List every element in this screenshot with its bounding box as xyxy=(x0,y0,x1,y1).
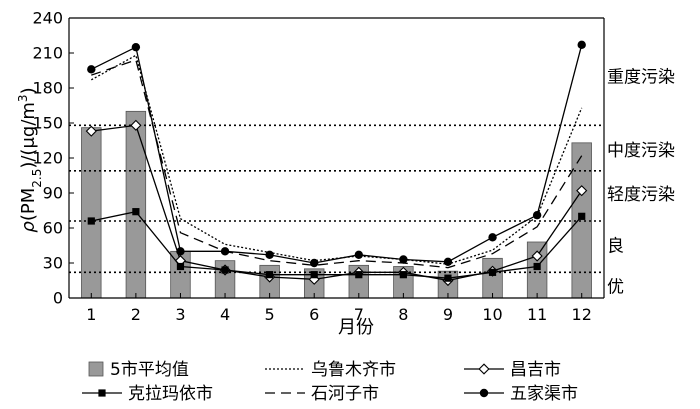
legend-item: 克拉玛依市 xyxy=(82,384,213,404)
y-tick-label: 0 xyxy=(53,289,63,308)
point-wujiaqu-7 xyxy=(354,250,363,260)
legend-label: 昌吉市 xyxy=(510,360,561,380)
legend-swatch-marker xyxy=(98,389,106,397)
line-series xyxy=(85,40,588,287)
point-karamay-10 xyxy=(488,268,497,276)
x-tick-label: 6 xyxy=(309,305,319,324)
x-axis-title: 月份 xyxy=(338,317,374,338)
legend-item: 乌鲁木齐市 xyxy=(265,360,396,380)
point-wujiaqu-4 xyxy=(220,247,230,256)
y-tick-label: 120 xyxy=(32,149,63,168)
x-tick-label: 2 xyxy=(131,305,141,324)
x-tick-label: 7 xyxy=(354,305,364,324)
point-changji-12 xyxy=(576,185,588,197)
legend-item: 石河子市 xyxy=(265,384,379,404)
level-label: 良 xyxy=(607,237,624,257)
point-wujiaqu-1 xyxy=(87,65,96,74)
point-changji-1 xyxy=(85,125,97,137)
point-changji-2 xyxy=(130,119,142,131)
y-axis-title: ρ(PM2.5)/(μg/m3) xyxy=(16,87,44,232)
point-karamay-2 xyxy=(132,208,140,216)
point-karamay-12 xyxy=(578,212,586,220)
point-karamay-1 xyxy=(87,217,95,225)
level-label: 中度污染 xyxy=(607,141,675,161)
y-axis-title-sup: 3 xyxy=(16,94,30,102)
legend-item: 5市平均值 xyxy=(88,360,189,380)
bar-avg-month-10 xyxy=(482,257,503,299)
bar-avg-month-2 xyxy=(125,110,147,299)
point-wujiaqu-9 xyxy=(443,257,453,267)
legend-swatch-marker xyxy=(479,388,489,398)
x-tick-label: 8 xyxy=(398,305,408,324)
threshold-lines xyxy=(69,124,604,274)
y-tick-label: 180 xyxy=(32,79,63,98)
legend-label: 五家渠市 xyxy=(510,384,578,404)
legend-label: 5市平均值 xyxy=(110,360,189,380)
y-axis-title-unit: )/(μg/m xyxy=(18,102,39,169)
x-tick-label: 12 xyxy=(572,305,592,324)
level-label: 重度污染 xyxy=(607,67,675,87)
y-tick-label: 90 xyxy=(43,184,63,203)
x-tick-label: 11 xyxy=(527,305,547,324)
y-axis-title-pm: (PM xyxy=(18,188,39,221)
x-tick-label: 10 xyxy=(482,305,502,324)
point-karamay-9 xyxy=(444,274,452,282)
y-tick-label: 60 xyxy=(43,219,63,238)
axes xyxy=(68,17,605,299)
y-tick-label: 30 xyxy=(43,254,63,273)
point-wujiaqu-10 xyxy=(488,233,497,242)
legend-swatch-bar xyxy=(88,361,104,377)
y-tick-label: 150 xyxy=(32,114,63,133)
point-wujiaqu-11 xyxy=(532,210,542,220)
point-changji-11 xyxy=(531,250,543,262)
point-karamay-5 xyxy=(266,271,274,279)
line-shihezi xyxy=(91,59,583,269)
y-axis-title-close: ) xyxy=(18,87,39,94)
line-changji xyxy=(91,124,583,282)
y-tick-labels: 0 30 60 90 120 150 180 210 240 xyxy=(32,9,74,308)
point-karamay-11 xyxy=(533,262,541,271)
level-label: 轻度污染 xyxy=(607,185,675,205)
point-karamay-3 xyxy=(176,262,185,271)
point-karamay-6 xyxy=(310,271,318,279)
legend-label: 乌鲁木齐市 xyxy=(311,360,396,380)
point-karamay-4 xyxy=(221,266,229,274)
point-wujiaqu-6 xyxy=(310,258,319,268)
level-label: 优 xyxy=(607,277,624,297)
y-tick-label: 240 xyxy=(32,9,63,28)
x-tick-label: 5 xyxy=(265,305,275,324)
x-tick-label: 9 xyxy=(443,305,453,324)
x-tick-label: 3 xyxy=(175,305,185,324)
legend-item: 五家渠市 xyxy=(464,384,578,404)
x-tick-label: 4 xyxy=(220,305,230,324)
y-axis-title-rho: ρ xyxy=(18,221,39,233)
point-wujiaqu-2 xyxy=(131,42,141,52)
x-tick-label: 1 xyxy=(86,305,96,324)
line-karamay xyxy=(91,210,583,279)
y-axis-title-sub: 2.5 xyxy=(30,169,44,188)
line-urumqi xyxy=(90,54,583,265)
legend-item: 昌吉市 xyxy=(464,360,561,380)
point-wujiaqu-12 xyxy=(577,40,586,50)
point-wujiaqu-8 xyxy=(399,255,408,264)
point-karamay-8 xyxy=(399,271,407,279)
point-karamay-7 xyxy=(355,271,363,279)
legend-label: 石河子市 xyxy=(311,384,379,404)
legend-label: 克拉玛依市 xyxy=(128,384,213,404)
line-wujiaqu xyxy=(91,44,583,264)
point-wujiaqu-5 xyxy=(265,250,274,260)
x-tick-labels: 1 2 3 4 5 6 7 8 9 10 11 12 xyxy=(86,293,592,324)
y-tick-label: 210 xyxy=(32,44,63,63)
legend-swatch-marker xyxy=(478,363,490,375)
point-wujiaqu-3 xyxy=(176,247,185,256)
